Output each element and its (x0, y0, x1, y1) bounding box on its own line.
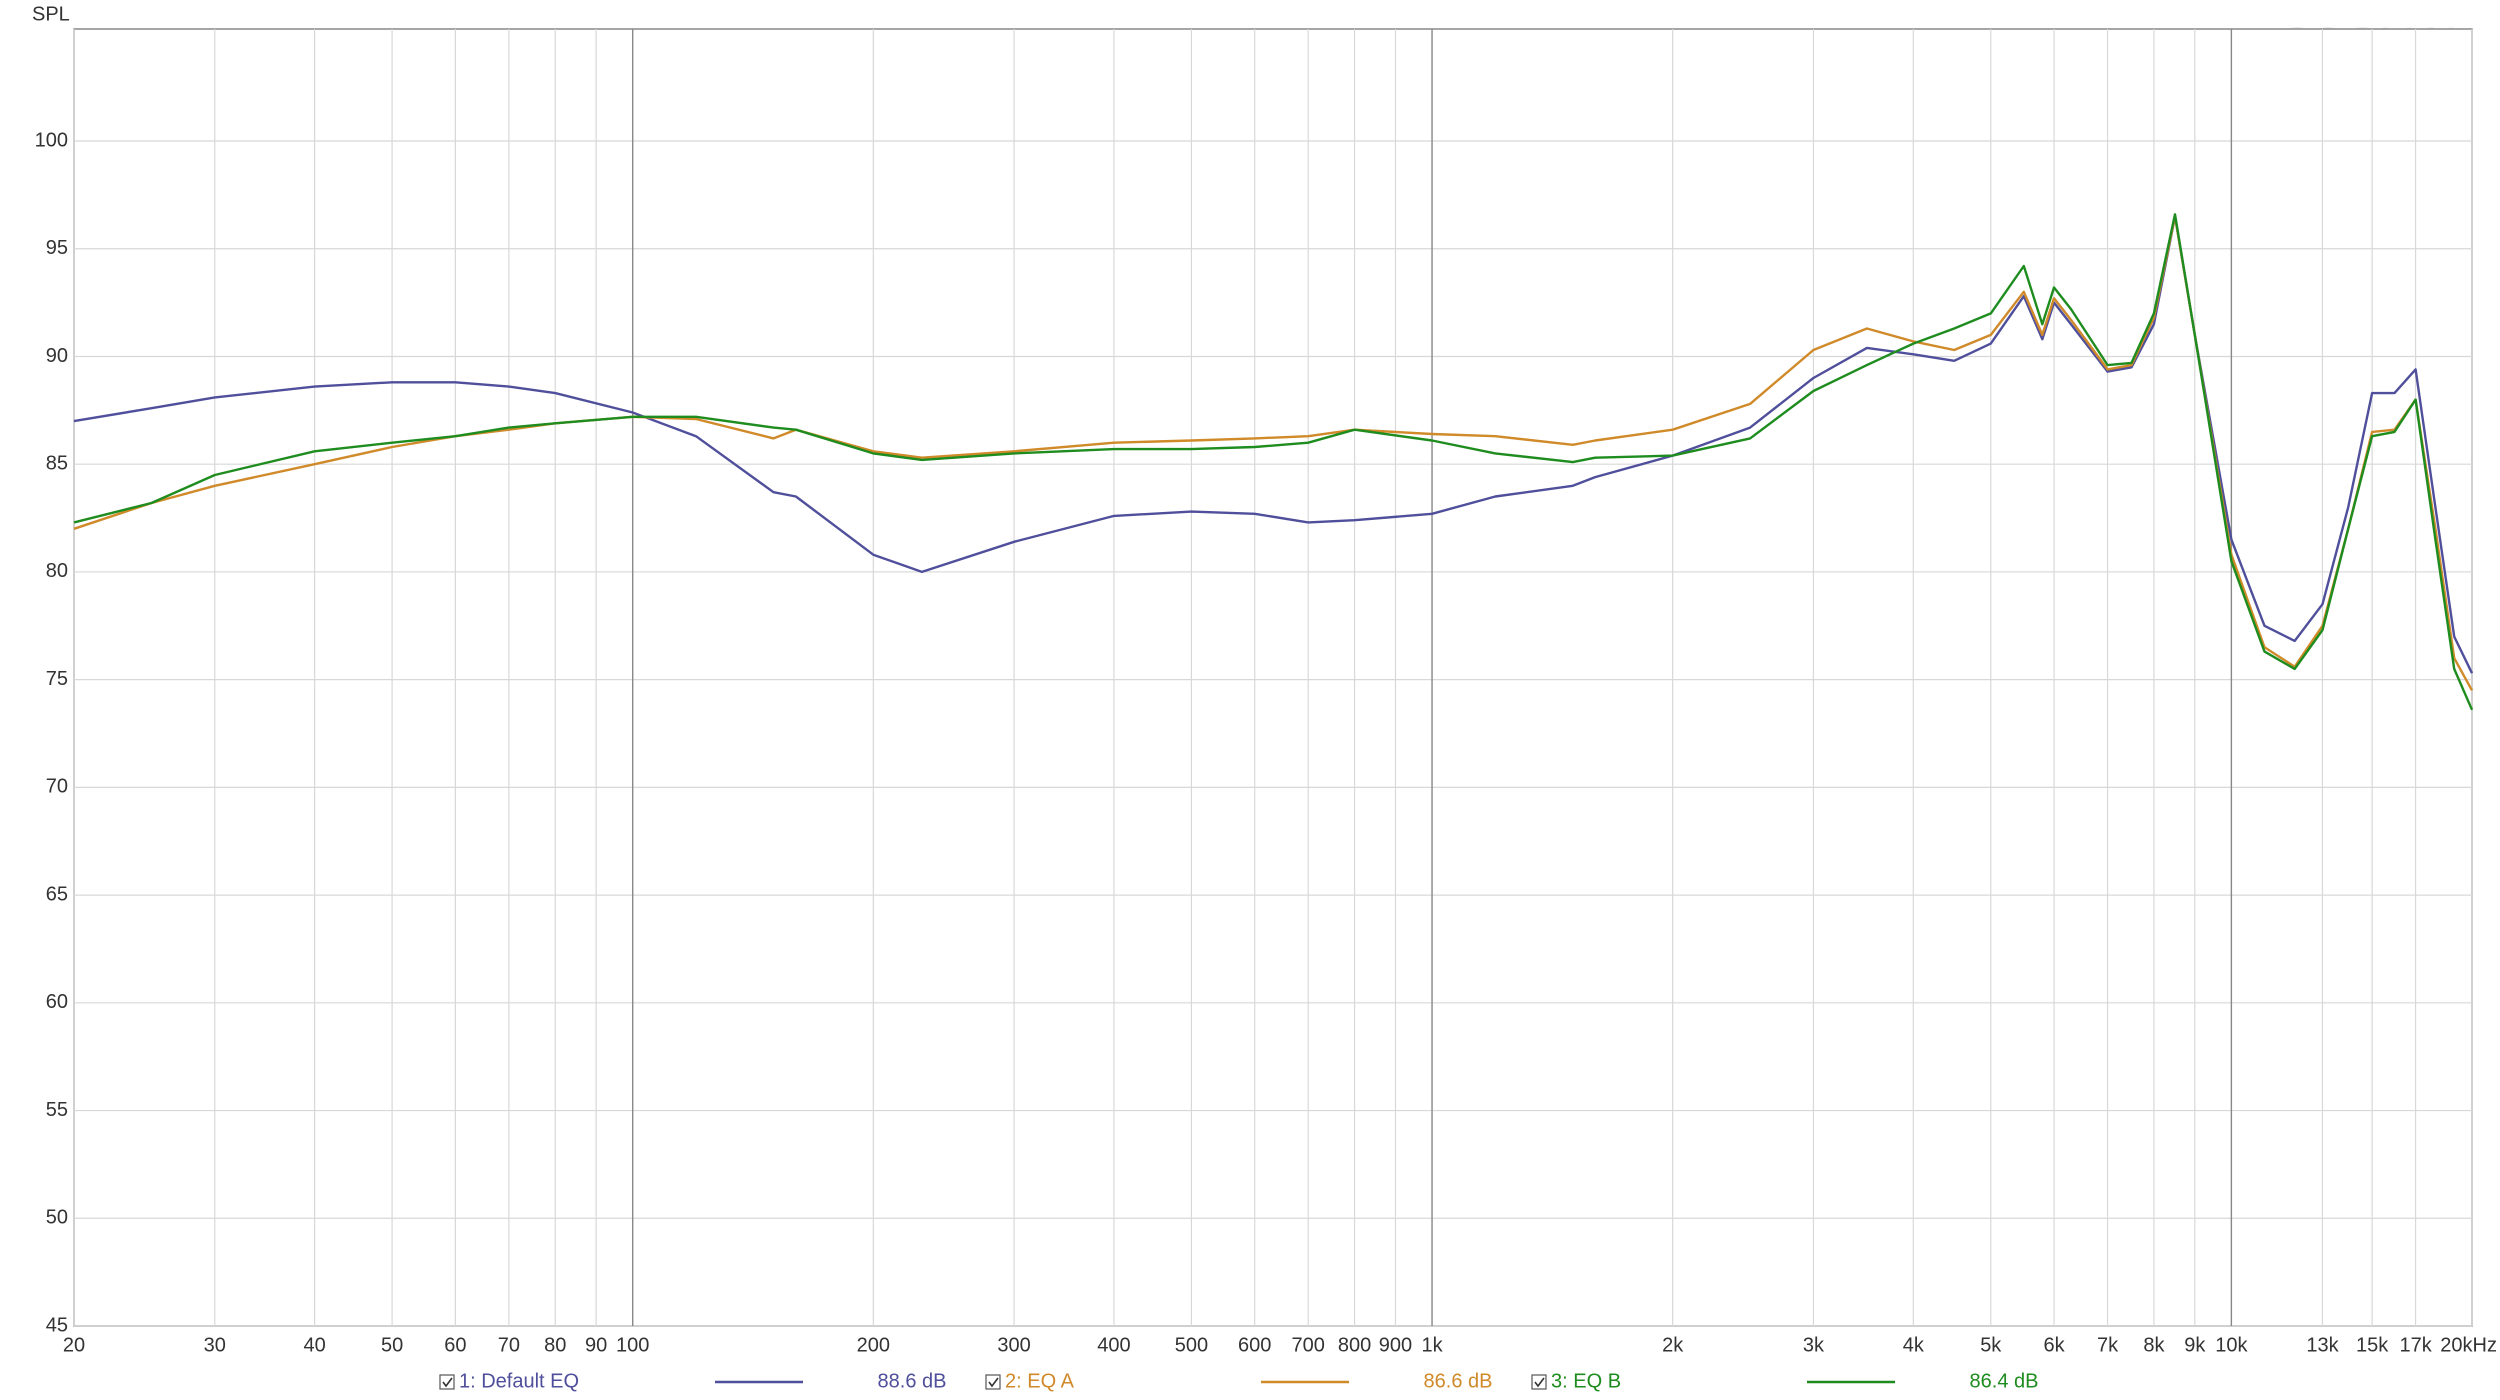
series-line (73, 215, 2474, 674)
x-tick-label: 5k (1980, 1334, 2002, 1356)
x-tick-label: 1k (1421, 1334, 1443, 1356)
legend-label: 3: EQ B (1551, 1370, 1621, 1392)
x-tick-label: 50 (381, 1334, 403, 1356)
y-tick-label: 100 (35, 129, 68, 151)
x-tick-label: 200 (857, 1334, 890, 1356)
x-tick-label: 700 (1292, 1334, 1325, 1356)
x-tick-label: 9k (2184, 1334, 2206, 1356)
y-tick-label: 85 (46, 452, 68, 474)
legend-label: 2: EQ A (1005, 1370, 1075, 1392)
y-tick-label: 65 (46, 883, 68, 905)
y-tick-label: 55 (46, 1099, 68, 1121)
x-tick-label: 10k (2215, 1334, 2248, 1356)
x-tick-label: 40 (303, 1334, 325, 1356)
x-tick-label: 400 (1097, 1334, 1130, 1356)
x-tick-label: 600 (1238, 1334, 1271, 1356)
y-tick-label: 95 (46, 237, 68, 259)
x-tick-label: 100 (616, 1334, 649, 1356)
x-tick-label: 30 (204, 1334, 226, 1356)
legend-checkbox (985, 1374, 1001, 1390)
x-tick-label: 60 (444, 1334, 466, 1356)
x-tick-label: 17k (2399, 1334, 2432, 1356)
x-tick-label: 80 (544, 1334, 566, 1356)
y-tick-label: 70 (46, 776, 68, 798)
legend-value: 88.6 dB (878, 1370, 947, 1392)
x-tick-label: 900 (1379, 1334, 1412, 1356)
x-tick-label: 4k (1903, 1334, 1925, 1356)
x-tick-label: 800 (1338, 1334, 1371, 1356)
x-tick-label: 7k (2097, 1334, 2119, 1356)
y-tick-label: 80 (46, 560, 68, 582)
x-tick-label: 500 (1175, 1334, 1208, 1356)
x-tick-label: 70 (498, 1334, 520, 1356)
x-tick-label: 3k (1803, 1334, 1825, 1356)
legend-label: 1: Default EQ (459, 1370, 579, 1392)
legend-checkmark (988, 1377, 999, 1388)
y-tick-label: 50 (46, 1207, 68, 1229)
legend-checkmark (442, 1377, 453, 1388)
x-tick-label: 20 (63, 1334, 85, 1356)
y-axis-label: SPL (32, 3, 70, 25)
legend-value: 86.4 dB (1970, 1370, 2039, 1392)
y-tick-label: 60 (46, 991, 68, 1013)
legend-checkbox (1531, 1374, 1547, 1390)
plot-area (73, 28, 2473, 1327)
x-tick-label: 8k (2143, 1334, 2165, 1356)
y-tick-label: 90 (46, 345, 68, 367)
x-tick-label: 20kHz (2440, 1334, 2497, 1356)
series-line (73, 213, 2474, 711)
x-tick-label: 13k (2306, 1334, 2339, 1356)
x-tick-label: 15k (2356, 1334, 2389, 1356)
x-tick-label: 2k (1662, 1334, 1684, 1356)
x-tick-label: 90 (585, 1334, 607, 1356)
x-tick-label: 6k (2043, 1334, 2065, 1356)
x-tick-label: 300 (997, 1334, 1030, 1356)
legend-checkbox (439, 1374, 455, 1390)
legend-checkmark (1534, 1377, 1545, 1388)
y-tick-label: 45 (46, 1314, 68, 1336)
legend-value: 86.6 dB (1424, 1370, 1493, 1392)
y-tick-label: 75 (46, 668, 68, 690)
